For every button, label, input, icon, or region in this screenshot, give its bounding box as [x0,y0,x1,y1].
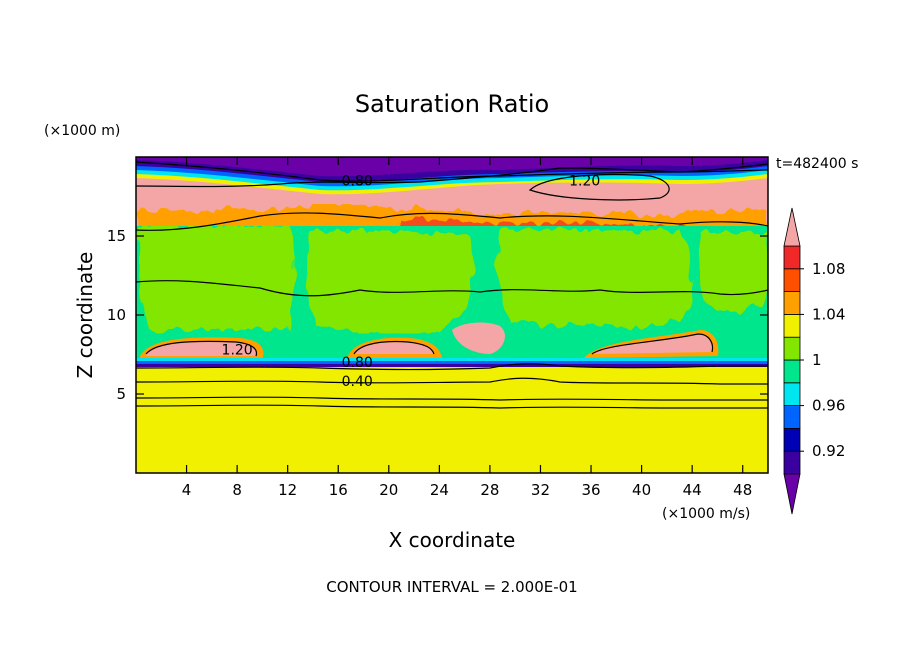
y-axis-ticks: 5 10 15 [107,227,768,403]
x-tick-label-40: 40 [632,481,651,499]
colorbar-band-1.02-1.04 [783,313,801,338]
colorbar-band-1.08-1.10 [783,245,801,270]
time-label: t=482400 s [776,156,858,172]
x-tick-label-36: 36 [581,481,600,499]
green-region-left [136,226,295,330]
x-tick-label-16: 16 [329,481,348,499]
lens-mid-pink [452,322,505,354]
green-region-far-right [698,232,768,312]
y-tick-label-5: 5 [116,385,126,403]
colorbar-extend-top [783,207,801,247]
x-tick-label-8: 8 [232,481,242,499]
green-region-center [306,230,474,334]
colorbar-band-1.04-1.06 [783,291,801,315]
colorbar-label-1: 0.96 [812,397,845,415]
colorbar-label-3: 1.04 [812,305,845,323]
x-tick-label-28: 28 [480,481,499,499]
contour-lens-left [145,340,258,357]
y-axis-label: Z coordinate [73,252,97,379]
colorbar-band-0.98-1.00 [783,359,801,384]
x-tick-label-12: 12 [278,481,297,499]
contour-label-4: 0.40 [342,374,373,390]
contour-lower-080 [136,363,768,371]
colorbar-band-0.92-0.94 [783,427,801,452]
contour-upper-lower [136,212,768,231]
colorbar-label-2: 1 [812,351,822,369]
colorbar-label-0: 0.92 [812,442,845,460]
contour-label-layer: 0.80 1.20 1.20 0.80 0.40 [222,173,601,390]
colorbar: 0.92 0.96 1 1.04 1.08 [783,207,845,515]
contour-mid [136,280,768,297]
colorbar-band-0.96-0.98 [783,382,801,406]
contour-lower-030 [136,396,768,401]
x-tick-label-20: 20 [379,481,398,499]
colorbar-band-0.94-0.96 [783,405,801,429]
x-tick-label-44: 44 [683,481,702,499]
lens-right-pink [592,334,713,354]
contour-label-3: 0.80 [342,355,373,371]
lower-band-blue [136,361,768,364]
contour-label-1: 1.20 [569,173,600,189]
colorbar-band-1.06-1.08 [783,268,801,292]
x-tick-label-4: 4 [182,481,192,499]
colorbar-extend-bottom [783,473,801,515]
lower-band-darkblue [136,364,768,367]
contour-lower-040 [136,377,768,385]
x-axis-ticks: 4 8 12 16 20 24 28 32 36 40 44 48 [182,157,752,499]
contour-lens-right [591,333,714,355]
contour-label-2: 1.20 [222,343,253,359]
lens-center-pink [354,341,434,354]
contour-lower-020 [136,404,768,409]
y-tick-label-10: 10 [107,306,126,324]
x-tick-label-24: 24 [430,481,449,499]
x-tick-label-32: 32 [531,481,550,499]
x-unit-label: (×1000 m/s) [662,506,750,522]
colorbar-band-1.00-1.02 [783,336,801,361]
contour-upper-080 [136,167,768,188]
contour-lens-center [353,340,435,355]
lens-left-pink [146,341,257,356]
contour-label-0: 0.80 [342,173,373,189]
colorbar-band-0.90-0.92 [783,450,801,475]
y-unit-label: (×1000 m) [44,123,120,139]
y-tick-label-15: 15 [107,227,126,245]
green-region-right [498,229,693,327]
contour-interval-footer: CONTOUR INTERVAL = 2.000E-01 [326,578,577,596]
colorbar-label-4: 1.08 [812,260,845,278]
x-tick-label-48: 48 [733,481,752,499]
chart-title: Saturation Ratio [355,90,549,118]
contour-lines [136,161,768,409]
lower-band-cyan [136,358,768,361]
contour-upper-120 [528,173,670,201]
x-axis-label: X coordinate [389,528,516,552]
saturation-field: 0.80 1.20 1.20 0.80 0.40 [136,157,768,473]
